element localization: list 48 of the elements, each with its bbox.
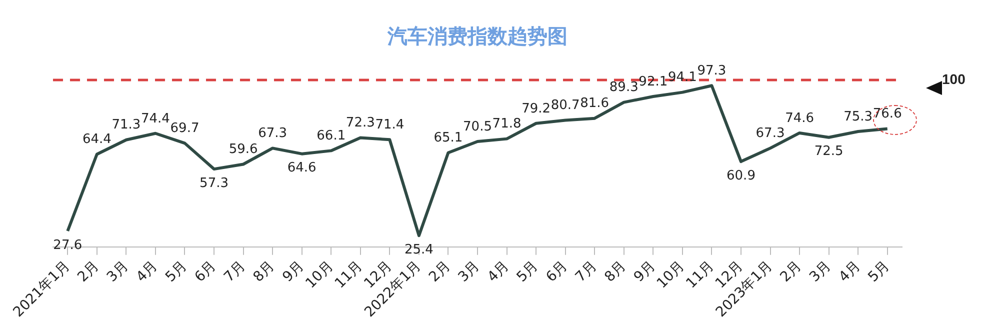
- data-label: 79.2: [522, 101, 551, 116]
- x-tick-label: 5月: [514, 258, 542, 286]
- data-label: 71.4: [375, 118, 404, 133]
- chart-title: 汽车消费指数趋势图: [386, 24, 568, 48]
- ref-line-label: 100: [942, 70, 966, 87]
- x-tick-label: 8月: [602, 258, 630, 286]
- data-label: 70.5: [463, 119, 492, 134]
- data-label: 67.3: [258, 126, 288, 142]
- x-tick-label: 5月: [162, 258, 190, 286]
- data-label: 75.3: [844, 109, 873, 124]
- data-label: 89.3: [609, 80, 638, 96]
- data-label: 76.6: [872, 106, 902, 122]
- data-label: 67.3: [756, 126, 785, 142]
- x-tick-label: 2月: [74, 258, 102, 286]
- data-label: 74.4: [140, 111, 170, 126]
- data-label: 81.6: [580, 96, 610, 112]
- x-tick-label: 2月: [426, 258, 454, 286]
- x-tick-label: 4月: [133, 258, 161, 286]
- x-tick-label: 6月: [192, 258, 220, 286]
- data-label: 80.7: [550, 98, 580, 114]
- data-label: 97.3: [697, 64, 726, 79]
- data-label: 72.3: [346, 116, 375, 131]
- data-label: 71.8: [492, 116, 522, 132]
- data-label: 66.1: [316, 128, 346, 144]
- x-tick-label: 6月: [543, 258, 571, 286]
- data-label: 74.6: [785, 110, 814, 126]
- data-label: 27.6: [53, 238, 82, 253]
- data-label: 64.4: [82, 132, 112, 148]
- data-label: 72.5: [814, 144, 844, 160]
- x-tick-label: 3月: [455, 258, 483, 286]
- x-tick-label: 7月: [572, 258, 600, 286]
- data-label: 60.9: [726, 168, 756, 184]
- data-label: 25.4: [404, 242, 434, 258]
- data-label: 59.6: [228, 142, 258, 158]
- data-label: 64.6: [287, 160, 316, 176]
- data-label: 69.7: [170, 121, 200, 136]
- data-label: 65.1: [434, 130, 463, 146]
- x-tick-label: 3月: [104, 258, 132, 286]
- x-tick-label: 8月: [250, 258, 278, 286]
- data-label: 71.3: [112, 118, 141, 133]
- data-label: 57.3: [200, 176, 228, 191]
- x-tick-label: 4月: [836, 258, 864, 286]
- x-tick-label: 2月: [777, 258, 805, 286]
- x-tick-label: 4月: [484, 258, 512, 286]
- x-tick-label: 7月: [221, 258, 249, 286]
- x-tick-label: 3月: [806, 258, 834, 286]
- x-tick-label: 5月: [865, 258, 893, 286]
- data-label: 92.1: [638, 74, 668, 90]
